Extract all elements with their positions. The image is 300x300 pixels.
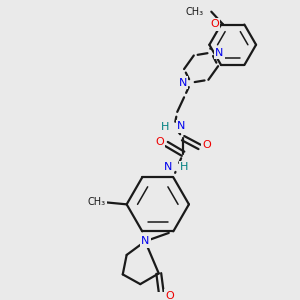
Text: H: H xyxy=(180,162,188,172)
Text: O: O xyxy=(165,291,174,300)
Text: N: N xyxy=(141,236,149,246)
Text: N: N xyxy=(141,236,149,246)
Text: CH₃: CH₃ xyxy=(185,7,203,17)
Text: N: N xyxy=(178,78,187,88)
Text: N: N xyxy=(215,47,224,58)
Text: O: O xyxy=(202,140,211,150)
Text: CH₃: CH₃ xyxy=(87,197,106,207)
Text: N: N xyxy=(164,162,172,172)
Text: N: N xyxy=(177,122,186,131)
Text: O: O xyxy=(155,137,164,147)
Text: H: H xyxy=(161,122,170,133)
Text: O: O xyxy=(210,19,219,29)
